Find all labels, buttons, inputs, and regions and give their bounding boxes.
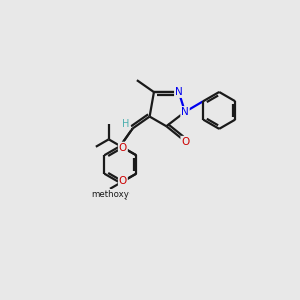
- FancyBboxPatch shape: [98, 192, 122, 204]
- Text: N: N: [181, 107, 189, 117]
- Text: O: O: [119, 142, 127, 152]
- Text: H: H: [122, 119, 130, 129]
- Text: O: O: [119, 176, 127, 186]
- Text: methoxy: methoxy: [90, 191, 130, 200]
- Text: methoxy: methoxy: [91, 190, 129, 199]
- Text: N: N: [175, 87, 183, 97]
- Text: O: O: [181, 137, 190, 147]
